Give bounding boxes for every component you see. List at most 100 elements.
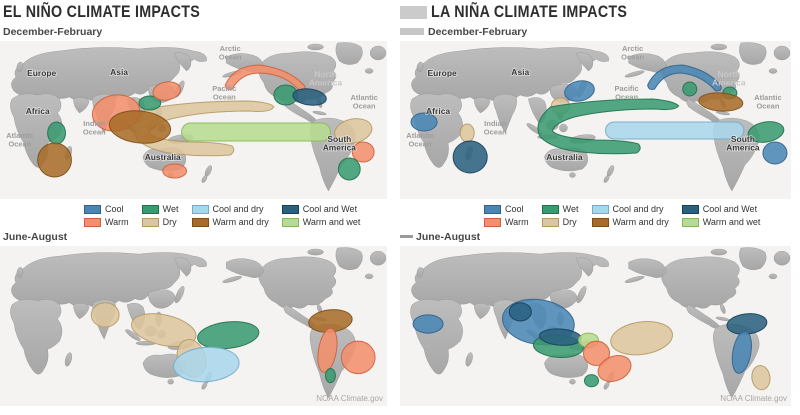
legend-swatch-cool_dry (191, 204, 209, 214)
la-nina-panel: LA NIÑA CLIMATE IMPACTS December-Februar… (400, 0, 800, 415)
map-label-europe: Europe (27, 68, 56, 78)
chile-wet-region (324, 368, 336, 384)
map-label-south-america: South America (726, 134, 760, 152)
legend-label-cool_dry: Cool and dry (212, 204, 264, 214)
legend-label-warm: Warm (505, 217, 529, 227)
legend-label-cool_wet: Cool and Wet (302, 204, 358, 214)
legend-item-cool_wet: Cool and Wet (281, 204, 361, 214)
el-nino-jun-aug-map (0, 246, 387, 406)
legend-label-dry: Dry (562, 217, 577, 227)
southern-us-warm-dry-region (698, 92, 744, 112)
el-nino-legend: Cool Wet Cool and dry Cool and Wet Warm Dry Wa… (84, 204, 360, 227)
el-nino-jja-row: June-August (0, 230, 400, 243)
northwest-india-cool-wet-region (508, 302, 532, 322)
legend-label-warm: Warm (105, 217, 129, 227)
legend-item-cool_dry: Cool and dry (191, 204, 269, 214)
la-nina-djf-row: December-February (400, 25, 800, 38)
east-africa-wet-region (47, 121, 66, 145)
central-pacific-dry-region (610, 321, 673, 356)
legend-label-dry: Dry (162, 217, 177, 227)
legend-swatch-warm_dry (591, 217, 609, 227)
south-china-wet-region (138, 95, 162, 111)
east-brazil-cool-region (762, 141, 788, 165)
coral-sea-warm-region (582, 340, 611, 366)
map-label-indian-ocean: Indian Ocean (484, 119, 507, 136)
map-label-indian-ocean: Indian Ocean (83, 119, 106, 137)
legend-swatch-cool_wet (681, 204, 699, 214)
legend-label-wet: Wet (562, 204, 579, 214)
attribution: NOAA Climate.gov (316, 394, 383, 403)
map-label-atlantic-ocean: Atlantic Ocean (406, 131, 434, 148)
west-africa-cool-region (412, 314, 444, 334)
title-gutter-mark (400, 5, 427, 19)
map-label-north-america: North America (712, 69, 746, 87)
southern-africa-cool-wet-region (452, 140, 488, 174)
map-label-asia: Asia (511, 67, 529, 77)
legend-swatch-cool (84, 204, 101, 214)
legend-swatch-warm_wet (681, 217, 699, 227)
southeast-us-cool-wet-region (292, 88, 327, 106)
legend-swatch-dry (541, 217, 559, 227)
legend-label-wet: Wet (162, 204, 179, 214)
legend-label-cool_dry: Cool and dry (612, 204, 664, 214)
alaska-canada-cool-region (647, 64, 722, 92)
la-nina-jja-label: June-August (416, 230, 481, 243)
legend-label-cool: Cool (105, 204, 124, 214)
pacific-northwest-wet-region (682, 81, 698, 97)
india-dry-region (90, 302, 120, 328)
map-label-pacific-ocean: Pacific Ocean (614, 84, 638, 101)
legend-item-cool: Cool (84, 204, 129, 214)
legend-item-cool_dry: Cool and dry (591, 204, 669, 214)
legend-label-warm_wet: Warm and wet (702, 217, 761, 227)
map-label-atlantic-ocean: Atlantic Ocean (6, 131, 33, 149)
legend-item-warm: Warm (84, 217, 129, 227)
legend-swatch-warm (484, 217, 501, 227)
map-label-africa: Africa (426, 106, 450, 116)
north-south-america-dry-region (334, 118, 373, 144)
east-africa-dry-region (459, 123, 475, 143)
west-south-america-cool-region (731, 330, 752, 374)
east-brazil-warm-region (351, 141, 375, 163)
argentina-dry-region (751, 365, 771, 391)
el-nino-jun-aug-map-wrap: NOAA Climate.gov (0, 246, 387, 406)
central-pacific-wet-region (197, 321, 260, 350)
el-nino-djf-row: December-February (0, 25, 400, 38)
legend-item-wet: Wet (541, 204, 579, 214)
west-pacific-wet-band-region (537, 98, 680, 155)
indonesia-warm-dry-region (108, 110, 172, 144)
el-nino-dec-feb-map: Arctic Ocean Europe Asia Africa Atlantic Ocean… (0, 41, 387, 199)
legend-label-warm_wet: Warm and wet (302, 217, 361, 227)
southern-africa-warm-dry-region (37, 142, 72, 178)
west-south-america-warm-region (317, 327, 338, 373)
season-gutter-mark (400, 28, 424, 35)
argentina-wet-region (337, 157, 361, 181)
legend-swatch-dry (141, 217, 159, 227)
season-dash-mark (400, 235, 413, 238)
el-nino-panel: EL NIÑO CLIMATE IMPACTS December-Februar… (0, 2, 400, 406)
legend-swatch-cool_wet (281, 204, 299, 214)
map-label-arctic-ocean: Arctic Ocean (219, 44, 242, 62)
legend-swatch-warm (84, 217, 101, 227)
legend-item-cool_wet: Cool and Wet (681, 204, 761, 214)
la-nina-jun-aug-map-wrap: NOAA Climate.gov (400, 246, 791, 406)
indonesia-dry-region (131, 313, 197, 347)
south-of-australia-warm-region (162, 163, 188, 179)
la-nina-jun-aug-map (400, 246, 791, 406)
central-pacific-warm-wet-band-region (181, 122, 331, 142)
el-nino-title: EL NIÑO CLIMATE IMPACTS (3, 2, 200, 21)
legend-item-wet: Wet (141, 204, 179, 214)
legend-label-warm_dry: Warm and dry (212, 217, 269, 227)
map-label-australia: Australia (145, 152, 181, 162)
legend-item-dry: Dry (141, 217, 179, 227)
south-pacific-cool-dry-region (173, 346, 240, 383)
map-label-arctic-ocean: Arctic Ocean (621, 44, 644, 61)
north-south-america-wet-region (747, 121, 785, 143)
la-nina-dec-feb-map: Arctic Ocean Europe Asia Africa Atlantic Ocean… (400, 41, 791, 199)
map-label-south-america: South America (323, 134, 357, 153)
la-nina-jja-row: June-August (400, 230, 800, 243)
legend-label-cool: Cool (505, 204, 524, 214)
legend-swatch-wet (141, 204, 159, 214)
legend-label-warm_dry: Warm and dry (612, 217, 669, 227)
tasmania-wet-region (583, 374, 600, 388)
